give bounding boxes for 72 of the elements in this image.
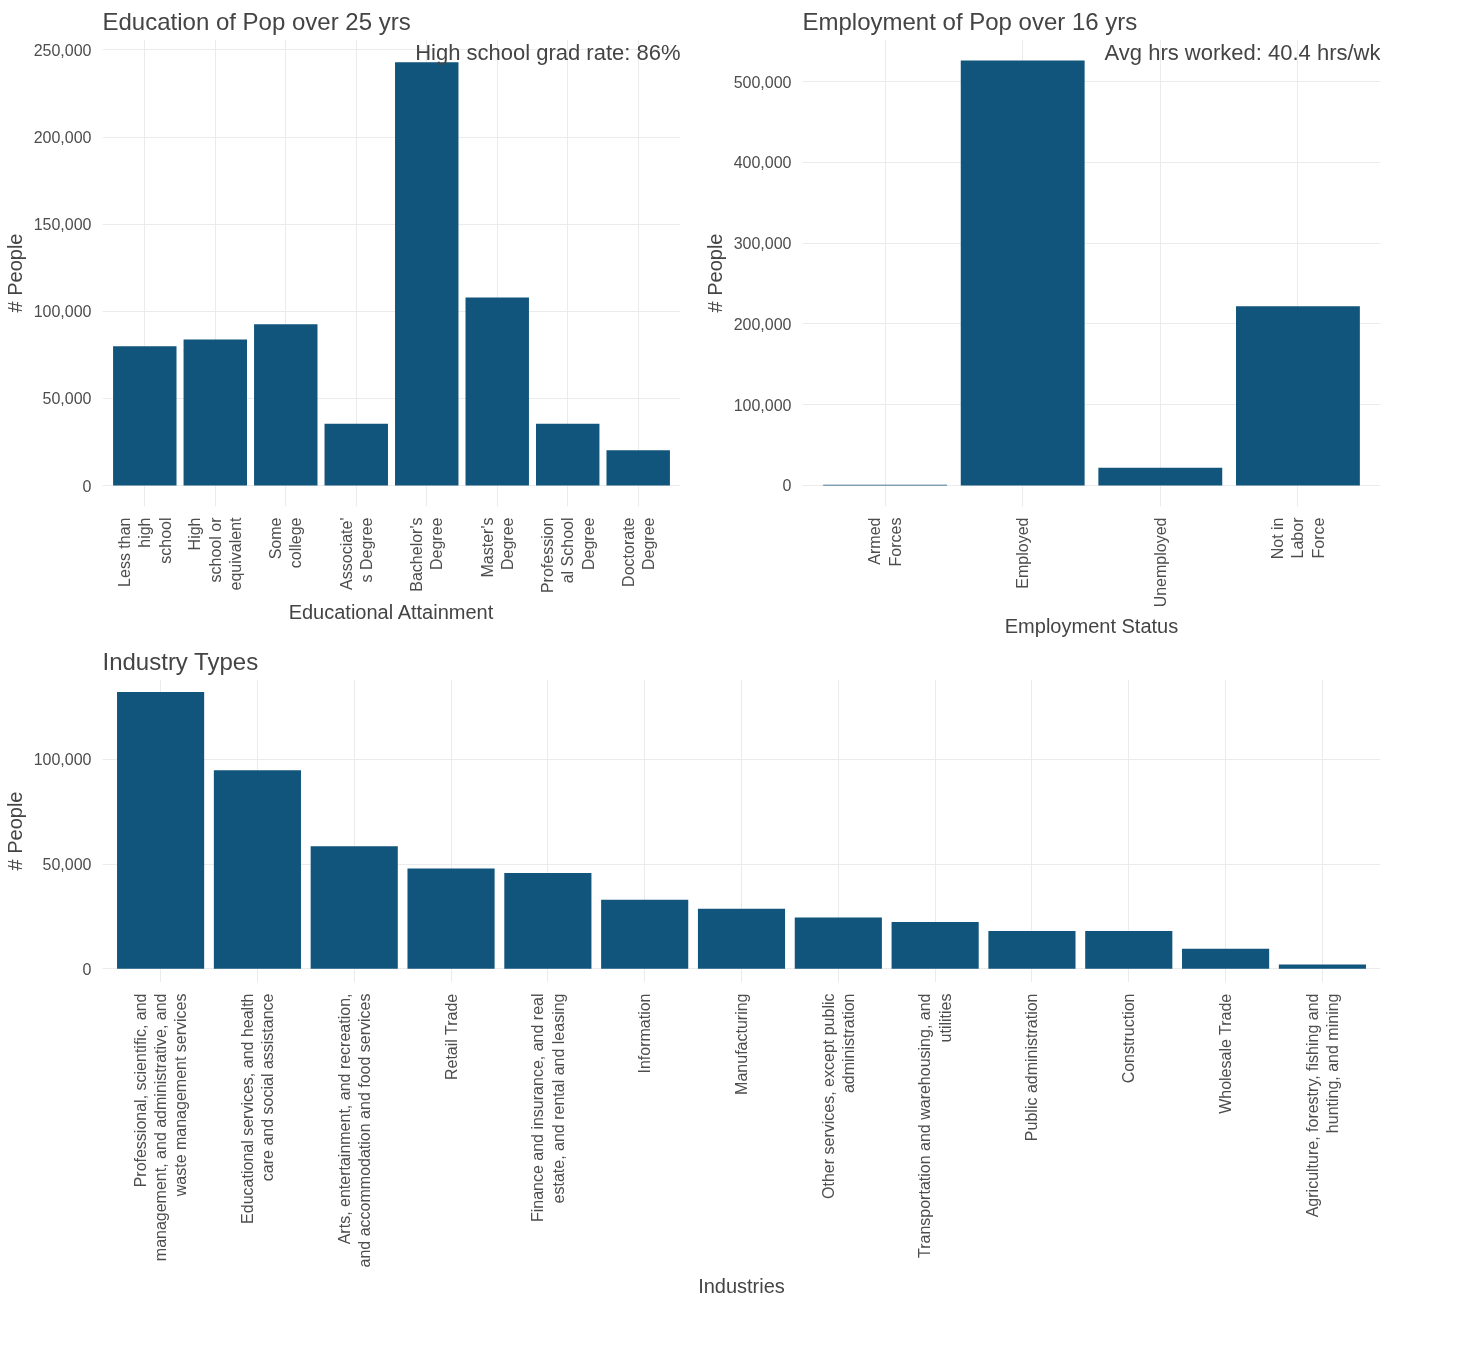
x-tick-label: Master's Degree [478, 517, 516, 578]
x-tick-label: Transportation and warehousing, and utilities [916, 993, 954, 1258]
y-axis-title: # People [3, 791, 26, 871]
x-tick-label: Unemployed [1151, 517, 1169, 608]
y-tick-label: 200,000 [733, 315, 792, 333]
y-tick-label: 200,000 [33, 129, 92, 147]
x-tick-label: Educational services, and health care and social assistance [238, 993, 277, 1224]
x-tick-label: Professional, scientific, and management, and administrative, and waste management services [131, 993, 190, 1262]
x-tick-label: Other services, except public administration [819, 993, 858, 1199]
bar [310, 846, 398, 969]
x-axis-title: Industries [698, 1275, 785, 1298]
x-tick-label: Professional School Degree [538, 517, 597, 594]
x-tick-label: Finance and insurance, and real estate, and rental and leasing [529, 993, 567, 1223]
bar [1236, 306, 1360, 486]
bar [113, 346, 177, 486]
x-tick-label: Doctorate Degree [619, 517, 657, 587]
chart-title: Education of Pop over 25 yrs [102, 7, 411, 35]
x-tick-label: Some college [267, 517, 305, 569]
x-tick-label: Information [636, 993, 654, 1074]
bar [324, 423, 388, 486]
bar [891, 922, 979, 969]
y-tick-label: 100,000 [33, 751, 92, 769]
bar [536, 423, 600, 486]
bar [407, 868, 495, 969]
bar [601, 899, 689, 969]
bar [697, 908, 786, 969]
bar [213, 770, 301, 969]
x-tick-label: Not in Labor Force [1269, 516, 1327, 560]
y-tick-label: 0 [782, 477, 792, 495]
bar [117, 692, 205, 969]
y-tick-label: 50,000 [42, 390, 92, 408]
x-tick-label: Public administration [1023, 993, 1041, 1142]
bar [465, 297, 529, 486]
bar [183, 339, 247, 486]
y-tick-label: 150,000 [33, 216, 92, 234]
chart-title: Industry Types [102, 647, 259, 675]
x-tick-label: Employed [1014, 517, 1032, 589]
bar [1182, 948, 1270, 969]
bar [960, 60, 1085, 486]
bar [988, 930, 1076, 969]
y-tick-label: 50,000 [42, 856, 92, 874]
x-tick-label: Bachelor's Degree [408, 517, 446, 592]
x-tick-label: High school or equivalent [186, 516, 245, 591]
bar [794, 917, 882, 969]
bar [1098, 467, 1223, 486]
y-tick-label: 250,000 [33, 41, 92, 59]
bar [606, 450, 670, 486]
x-tick-label: Agriculture, forestry, fishing and hunting, and mining [1303, 993, 1342, 1218]
y-tick-label: 500,000 [733, 73, 792, 91]
bar [1085, 930, 1173, 969]
x-tick-label: Construction [1120, 993, 1138, 1084]
y-axis-title: # People [3, 233, 26, 313]
bar [504, 873, 592, 969]
bar [1278, 964, 1366, 969]
y-tick-label: 100,000 [33, 303, 92, 321]
annotation: Avg hrs worked: 40.4 hrs/wk [1104, 39, 1382, 65]
y-axis-title: # People [703, 233, 726, 313]
x-tick-label: Wholesale Trade [1217, 993, 1235, 1114]
bar [254, 324, 318, 486]
x-axis-title: Employment Status [1004, 615, 1179, 638]
annotation: High school grad rate: 86% [415, 39, 681, 65]
x-tick-label: Manufacturing [733, 993, 750, 1095]
y-tick-label: 0 [82, 960, 92, 978]
chart-title: Employment of Pop over 16 yrs [802, 7, 1138, 35]
y-tick-label: 400,000 [733, 154, 792, 172]
x-tick-label: Less than high school [115, 517, 174, 587]
y-tick-label: 100,000 [733, 396, 792, 414]
y-tick-label: 300,000 [733, 235, 792, 253]
x-axis-title: Educational Attainment [288, 601, 494, 624]
x-tick-label: Retail Trade [442, 993, 460, 1081]
x-tick-label: Armed Forces [866, 517, 904, 567]
y-tick-label: 0 [82, 477, 92, 495]
